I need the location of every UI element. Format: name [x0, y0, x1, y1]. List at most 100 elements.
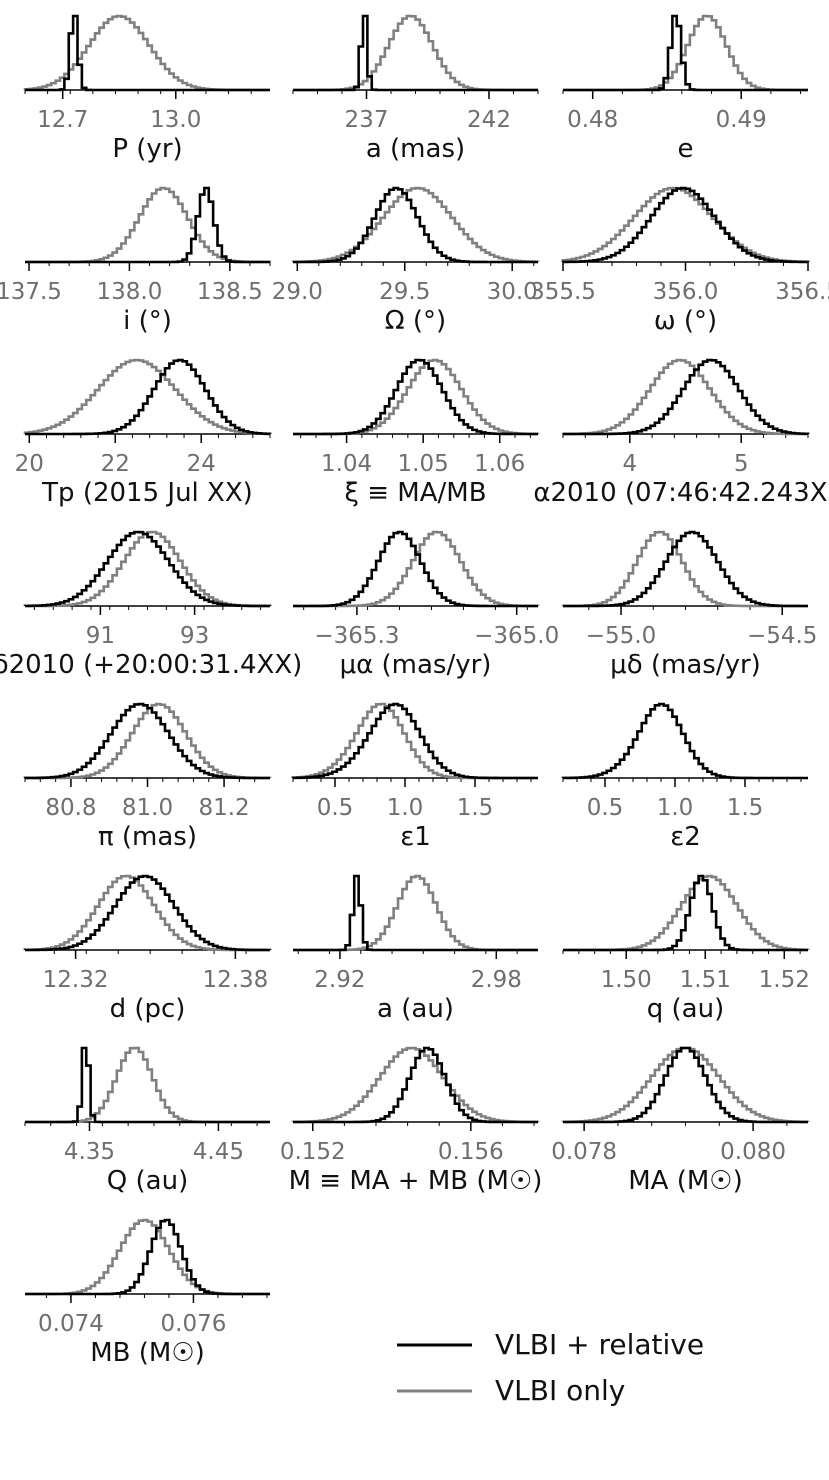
- tick-label: −55.0: [586, 623, 656, 649]
- histogram-vlbi-only: [23, 874, 270, 952]
- histogram-vlbi-relative: [563, 874, 808, 952]
- histogram-vlbi-only: [293, 874, 538, 952]
- histogram-vlbi-only: [23, 14, 270, 92]
- axis-label: e: [678, 134, 694, 164]
- panel-param: 29.0 29.5 30.0 Ω (°): [272, 186, 540, 336]
- histogram-vlbi-only: [563, 874, 810, 952]
- tick-label: 4: [622, 451, 637, 477]
- tick-label: 1.04: [321, 451, 372, 477]
- axis-label: μα (mas/yr): [340, 650, 492, 680]
- tick-label: 138.0: [96, 279, 162, 305]
- histogram-vlbi-relative: [291, 702, 538, 780]
- panel-e: 0.48 0.49 e: [562, 14, 808, 164]
- tick-label: 1.0: [387, 795, 424, 821]
- panel-param: 355.5 356.0 356.5 ω (°): [530, 186, 829, 336]
- histogram-vlbi-only: [25, 702, 272, 780]
- tick-label: 93: [180, 623, 209, 649]
- tick-label: 1.52: [759, 967, 810, 993]
- tick-label: 1.05: [398, 451, 449, 477]
- legend-label-vlbi-only: VLBI only: [495, 1374, 625, 1407]
- histogram-vlbi-relative: [293, 186, 538, 264]
- tick-label: 5: [734, 451, 749, 477]
- axis-label: i (°): [123, 306, 172, 336]
- axis-label: MA (M☉): [628, 1166, 743, 1196]
- tick-label: 0.076: [161, 1311, 227, 1337]
- tick-label: 29.5: [379, 279, 430, 305]
- axis-label: δ2010 (+20:00:31.4XX): [0, 650, 302, 680]
- tick-label: −365.0: [474, 623, 559, 649]
- tick-label: 137.5: [0, 279, 62, 305]
- histogram-vlbi-relative: [563, 1046, 808, 1124]
- histogram-vlbi-only: [561, 358, 810, 436]
- tick-label: 22: [101, 451, 130, 477]
- histogram-vlbi-relative: [25, 1218, 270, 1296]
- axis-label: Tp (2015 Jul XX): [41, 478, 253, 508]
- histogram-vlbi-relative: [25, 1046, 270, 1124]
- histogram-vlbi-relative: [293, 358, 538, 436]
- axis-label: μδ (mas/yr): [610, 650, 761, 680]
- histogram-vlbi-relative: [563, 14, 808, 92]
- histogram-vlbi-relative: [293, 1046, 538, 1124]
- tick-label: 12.7: [37, 107, 88, 133]
- tick-label: 237: [345, 107, 389, 133]
- panel-a-au: 2.92 2.98 a (au): [293, 874, 538, 1024]
- tick-label: 1.0: [657, 795, 694, 821]
- tick-label: 91: [86, 623, 115, 649]
- histogram-vlbi-relative: [563, 358, 810, 436]
- histogram-vlbi-only: [25, 530, 272, 608]
- axis-label: Q (au): [107, 1166, 188, 1196]
- panel-i: 137.5 138.0 138.5 i (°): [0, 186, 272, 336]
- tick-label: 4.45: [193, 1139, 244, 1165]
- tick-label: 138.5: [197, 279, 263, 305]
- histogram-vlbi-only: [293, 530, 540, 608]
- axis-label: P (yr): [112, 134, 182, 164]
- tick-label: 80.8: [45, 795, 96, 821]
- histogram-vlbi-only: [23, 358, 272, 436]
- histogram-vlbi-only: [291, 1046, 540, 1124]
- tick-label: 0.48: [567, 107, 618, 133]
- histogram-vlbi-only: [293, 358, 540, 436]
- tick-label: 242: [467, 107, 511, 133]
- histogram-vlbi-only: [561, 186, 810, 264]
- tick-label: 0.156: [438, 1139, 504, 1165]
- histogram-vlbi-only: [25, 186, 272, 264]
- axis-label: MB (M☉): [90, 1338, 205, 1368]
- tick-label: −54.5: [747, 623, 817, 649]
- histogram-vlbi-only: [561, 530, 808, 608]
- histogram-vlbi-relative: [23, 702, 270, 780]
- axis-label: ε1: [400, 822, 431, 852]
- tick-label: 1.5: [457, 795, 494, 821]
- tick-label: 356.0: [653, 279, 719, 305]
- tick-label: 1.51: [680, 967, 731, 993]
- tick-label: 81.2: [198, 795, 249, 821]
- tick-label: 4.35: [64, 1139, 115, 1165]
- axis-label: Ω (°): [385, 306, 446, 336]
- histogram-vlbi-only: [291, 702, 538, 780]
- axis-label: ε2: [670, 822, 701, 852]
- histogram-vlbi-relative: [23, 530, 272, 608]
- panel-mas-yr: −55.0 −54.5μδ (mas/yr): [561, 530, 817, 680]
- legend-label-vlbi-relative: VLBI + relative: [495, 1328, 704, 1361]
- panel-2: 0.5 1.0 1.5 ε2: [561, 702, 808, 852]
- histogram-vlbi-relative: [293, 14, 538, 92]
- axis-label: a (mas): [366, 134, 465, 164]
- tick-label: 13.0: [150, 107, 201, 133]
- tick-label: 24: [187, 451, 216, 477]
- panel-1: 0.5 1.0 1.5 ε1: [291, 702, 538, 852]
- tick-label: 1.5: [727, 795, 764, 821]
- tick-label: 29.0: [272, 279, 323, 305]
- tick-label: 0.5: [317, 795, 354, 821]
- axis-label: α2010 (07:46:42.243X): [533, 478, 829, 508]
- tick-label: 2.98: [471, 967, 522, 993]
- panel-mas: 80.8 81.0 81.2π (mas): [23, 702, 272, 852]
- histogram-vlbi-only: [293, 14, 538, 92]
- axis-label: M ≡ MA + MB (M☉): [289, 1166, 543, 1196]
- histogram-vlbi-relative: [25, 14, 270, 92]
- tick-label: 12.32: [43, 967, 109, 993]
- tick-label: 0.49: [716, 107, 767, 133]
- tick-label: −365.3: [314, 623, 399, 649]
